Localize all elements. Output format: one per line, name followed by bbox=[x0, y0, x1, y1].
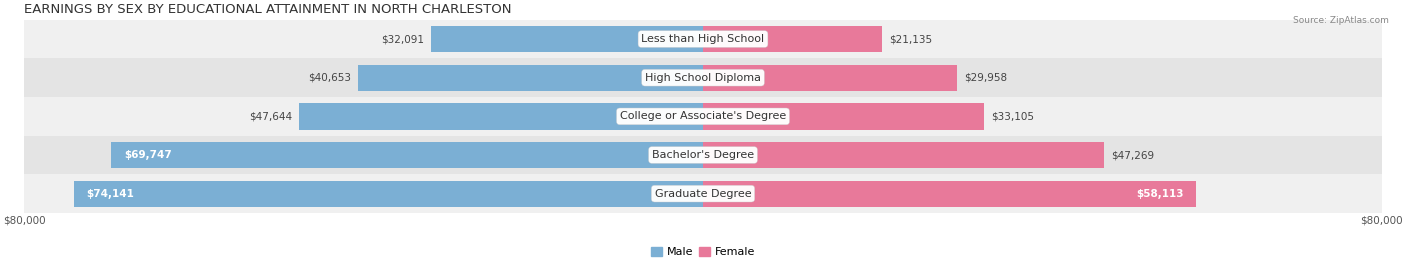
Bar bbox=[703, 103, 984, 129]
Bar bbox=[298, 103, 703, 129]
Text: $47,644: $47,644 bbox=[249, 111, 292, 121]
Bar bbox=[703, 26, 883, 52]
Bar bbox=[24, 20, 1382, 58]
Legend: Male, Female: Male, Female bbox=[647, 242, 759, 262]
Bar bbox=[111, 142, 703, 168]
Text: $21,135: $21,135 bbox=[889, 34, 932, 44]
Bar bbox=[703, 142, 1104, 168]
Bar bbox=[24, 174, 1382, 213]
Text: $74,141: $74,141 bbox=[87, 189, 135, 199]
Text: EARNINGS BY SEX BY EDUCATIONAL ATTAINMENT IN NORTH CHARLESTON: EARNINGS BY SEX BY EDUCATIONAL ATTAINMEN… bbox=[24, 3, 512, 16]
Bar bbox=[703, 181, 1197, 207]
Text: College or Associate's Degree: College or Associate's Degree bbox=[620, 111, 786, 121]
Bar bbox=[24, 58, 1382, 97]
Text: $47,269: $47,269 bbox=[1111, 150, 1154, 160]
Text: $32,091: $32,091 bbox=[381, 34, 423, 44]
Text: $58,113: $58,113 bbox=[1136, 189, 1184, 199]
Text: $29,958: $29,958 bbox=[965, 73, 1007, 83]
Text: High School Diploma: High School Diploma bbox=[645, 73, 761, 83]
Bar bbox=[24, 97, 1382, 136]
Text: Bachelor's Degree: Bachelor's Degree bbox=[652, 150, 754, 160]
Bar bbox=[430, 26, 703, 52]
Text: Source: ZipAtlas.com: Source: ZipAtlas.com bbox=[1294, 16, 1389, 25]
Text: $33,105: $33,105 bbox=[991, 111, 1033, 121]
Text: Less than High School: Less than High School bbox=[641, 34, 765, 44]
Text: Graduate Degree: Graduate Degree bbox=[655, 189, 751, 199]
Bar bbox=[24, 136, 1382, 174]
Bar bbox=[73, 181, 703, 207]
Bar bbox=[703, 65, 957, 91]
Text: $69,747: $69,747 bbox=[124, 150, 172, 160]
Bar bbox=[359, 65, 703, 91]
Text: $40,653: $40,653 bbox=[308, 73, 352, 83]
